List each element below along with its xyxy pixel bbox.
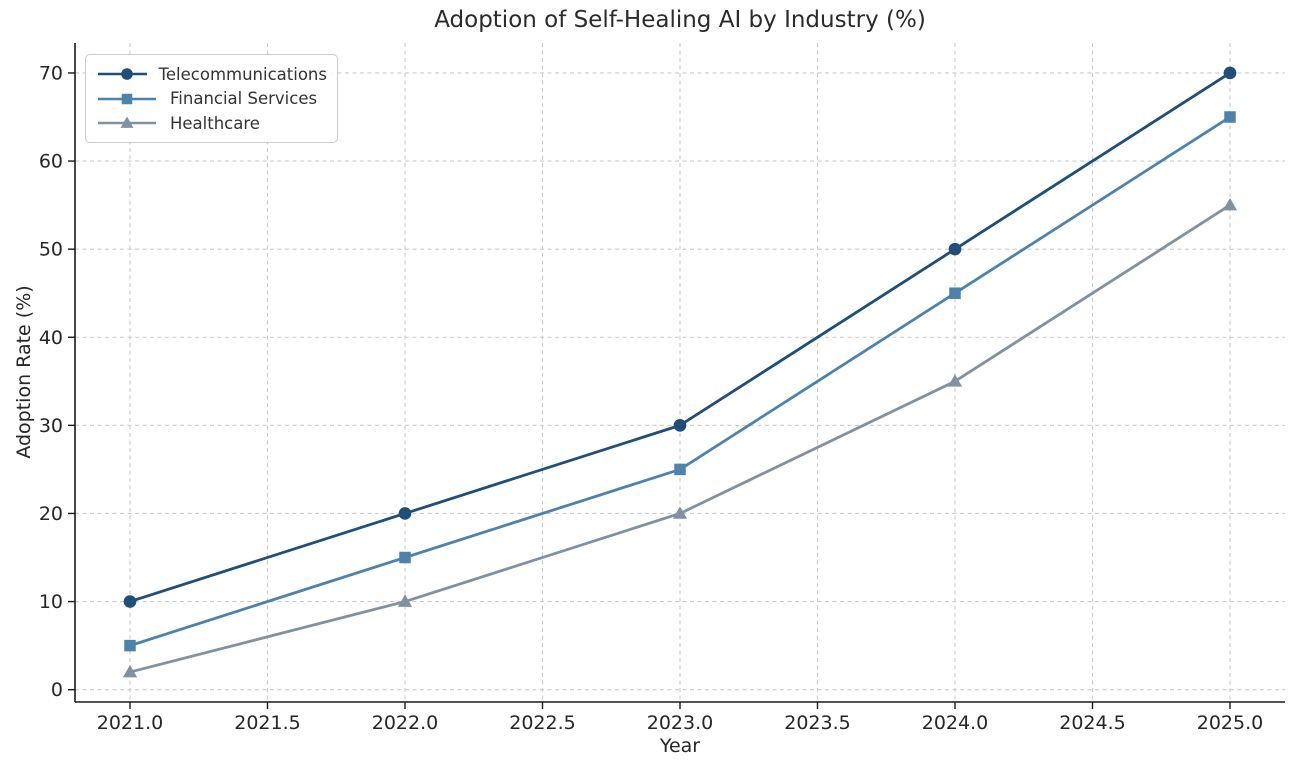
x-tick-label: 2021.0 [97, 712, 163, 734]
x-tick-label: 2024.5 [1059, 712, 1125, 734]
y-tick-label: 30 [39, 415, 63, 437]
y-tick-label: 50 [39, 239, 63, 261]
x-tick-label: 2022.5 [509, 712, 575, 734]
legend-item: Telecommunications [96, 65, 327, 84]
data-point-marker [124, 639, 136, 652]
legend-label: Telecommunications [158, 64, 327, 84]
y-tick-label: 40 [39, 327, 63, 349]
data-point-marker [121, 68, 133, 80]
y-tick-label: 60 [39, 151, 63, 173]
data-point-marker [673, 419, 687, 432]
legend-label: Financial Services [170, 89, 318, 108]
data-point-marker [1223, 66, 1237, 80]
legend-item: Healthcare [96, 114, 327, 133]
chart-title: Adoption of Self-Healing AI by Industry … [434, 7, 926, 33]
data-point-marker [949, 287, 961, 299]
data-point-marker [121, 93, 133, 104]
data-point-marker [674, 463, 686, 476]
y-tick-label: 70 [39, 62, 63, 84]
data-point-marker [399, 551, 411, 564]
legend-label: Healthcare [170, 113, 260, 133]
y-tick-label: 20 [39, 503, 63, 525]
data-point-marker [947, 374, 963, 387]
y-axis-title: Adoption Rate (%) [13, 285, 35, 459]
x-tick-label: 2023.5 [784, 712, 850, 734]
data-point-marker [122, 664, 138, 678]
x-tick-label: 2022.0 [372, 712, 438, 734]
legend-circle-swatch-icon [98, 68, 147, 80]
x-tick-label: 2021.5 [234, 712, 300, 734]
x-tick-label: 2023.0 [647, 712, 713, 734]
data-point-marker [398, 507, 412, 520]
data-point-marker [397, 594, 413, 607]
data-point-marker [123, 595, 137, 608]
data-point-marker [672, 506, 688, 519]
legend-box: Telecommunications Financial Services Heal… [85, 54, 338, 143]
x-tick-label: 2025.0 [1197, 712, 1263, 734]
legend-triangle-swatch-icon [98, 116, 156, 128]
legend-item: Financial Services [96, 89, 327, 108]
data-point-marker [1224, 111, 1236, 123]
data-point-marker [120, 116, 134, 128]
x-axis-title: Year [659, 735, 701, 757]
data-point-marker [948, 242, 962, 256]
data-point-marker [1222, 197, 1238, 211]
y-tick-label: 10 [39, 591, 63, 613]
legend-square-swatch-icon [98, 93, 156, 104]
x-tick-label: 2024.0 [922, 712, 988, 734]
y-tick-label: 0 [51, 679, 63, 701]
